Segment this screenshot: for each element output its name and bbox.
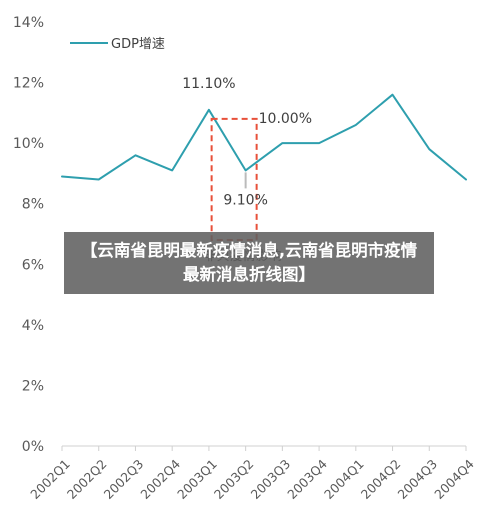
y-tick-label: 8% bbox=[22, 197, 44, 213]
banner-text: 【云南省昆明最新疫情消息,云南省昆明市疫情最新消息折线图】 bbox=[80, 241, 418, 284]
legend: GDP增速 bbox=[70, 37, 165, 52]
y-tick-label: 14% bbox=[13, 15, 44, 31]
y-tick-label: 2% bbox=[22, 378, 44, 394]
data-label: 10.00% bbox=[259, 111, 312, 127]
highlight-box bbox=[210, 117, 258, 242]
x-tick-label: 2004Q1 bbox=[321, 456, 367, 502]
y-axis: 0% 2% 4% 6% 8% 10% 12% 14% bbox=[13, 15, 44, 455]
y-tick-label: 4% bbox=[22, 318, 44, 334]
x-tick-label: 2004Q2 bbox=[358, 456, 404, 502]
y-tick-label: 12% bbox=[13, 76, 44, 92]
data-label: 11.10% bbox=[182, 76, 235, 92]
x-tick-label: 2002Q2 bbox=[64, 456, 110, 502]
x-tick-label: 2004Q4 bbox=[431, 456, 477, 502]
data-label: 9.10% bbox=[223, 192, 267, 208]
x-tick-label: 2003Q2 bbox=[211, 456, 257, 502]
title-banner: 【云南省昆明最新疫情消息,云南省昆明市疫情最新消息折线图】 bbox=[64, 232, 434, 294]
x-tick-label: 2003Q1 bbox=[174, 456, 220, 502]
y-tick-label: 0% bbox=[22, 439, 44, 455]
series-line bbox=[61, 93, 467, 181]
x-tick-label: 2003Q4 bbox=[284, 456, 330, 502]
x-tick-label: 2002Q1 bbox=[27, 456, 73, 502]
x-tick-label: 2003Q3 bbox=[248, 456, 294, 502]
x-tick-label: 2004Q3 bbox=[394, 456, 440, 502]
x-axis: 2002Q12002Q22002Q32002Q42003Q12003Q22003… bbox=[27, 445, 477, 502]
y-tick-label: 10% bbox=[13, 136, 44, 152]
y-tick-label: 6% bbox=[22, 257, 44, 273]
x-tick-label: 2002Q3 bbox=[101, 456, 147, 502]
legend-label: GDP增速 bbox=[111, 37, 165, 52]
x-tick-label: 2002Q4 bbox=[137, 456, 183, 502]
